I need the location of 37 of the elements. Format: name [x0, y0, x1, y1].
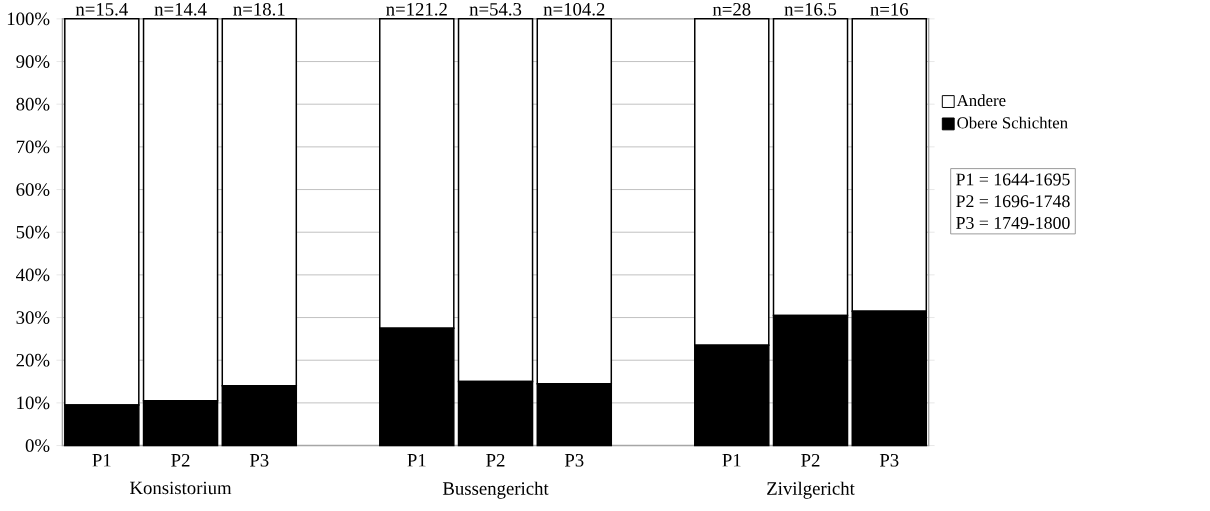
- legend-label: Andere: [956, 94, 1006, 107]
- text: n=54.3: [469, 3, 522, 16]
- y-tick-label: 50%: [16, 225, 50, 239]
- x-tick-label: P2: [801, 454, 820, 467]
- y-tick-label: 70%: [16, 140, 50, 154]
- text: n=121.2: [386, 3, 447, 16]
- y-tick-label: 10%: [17, 396, 50, 410]
- text: n=16: [870, 3, 909, 16]
- text: P3 = 1749-1800: [956, 217, 1070, 230]
- text: n=28: [712, 3, 751, 16]
- x-tick-label: P2: [486, 454, 505, 467]
- text: n=16.5: [784, 3, 837, 16]
- x-tick-label: P1: [722, 454, 741, 467]
- text: n=18.1: [233, 3, 285, 16]
- text: n=15.4: [75, 3, 128, 16]
- x-tick-label: P1: [92, 454, 111, 467]
- text: n=14.4: [154, 3, 207, 16]
- text: P2 = 1696-1748: [956, 195, 1070, 208]
- y-tick-label: 80%: [16, 97, 50, 111]
- x-tick-label: P1: [407, 454, 426, 467]
- x-tick-label: P3: [879, 454, 899, 467]
- text: P1 = 1644-1695: [956, 173, 1070, 186]
- text: Bussengericht: [442, 481, 549, 499]
- x-tick-label: P3: [249, 454, 269, 467]
- legend-label: Obere Schichten: [957, 116, 1068, 129]
- text: n=104.2: [543, 3, 605, 16]
- y-tick-label: 90%: [16, 55, 50, 69]
- y-tick-label: 60%: [16, 183, 50, 197]
- y-tick-label: 20%: [16, 353, 50, 367]
- x-tick-label: P2: [171, 454, 190, 467]
- x-tick-label: P3: [564, 454, 584, 467]
- y-tick-label: 0%: [25, 439, 50, 453]
- y-tick-label: 30%: [16, 311, 50, 325]
- text: Zivilgericht: [767, 481, 855, 499]
- y-tick-label: 40%: [16, 268, 50, 282]
- y-tick-label: 100%: [7, 12, 50, 26]
- text: Konsistorium: [130, 481, 232, 495]
